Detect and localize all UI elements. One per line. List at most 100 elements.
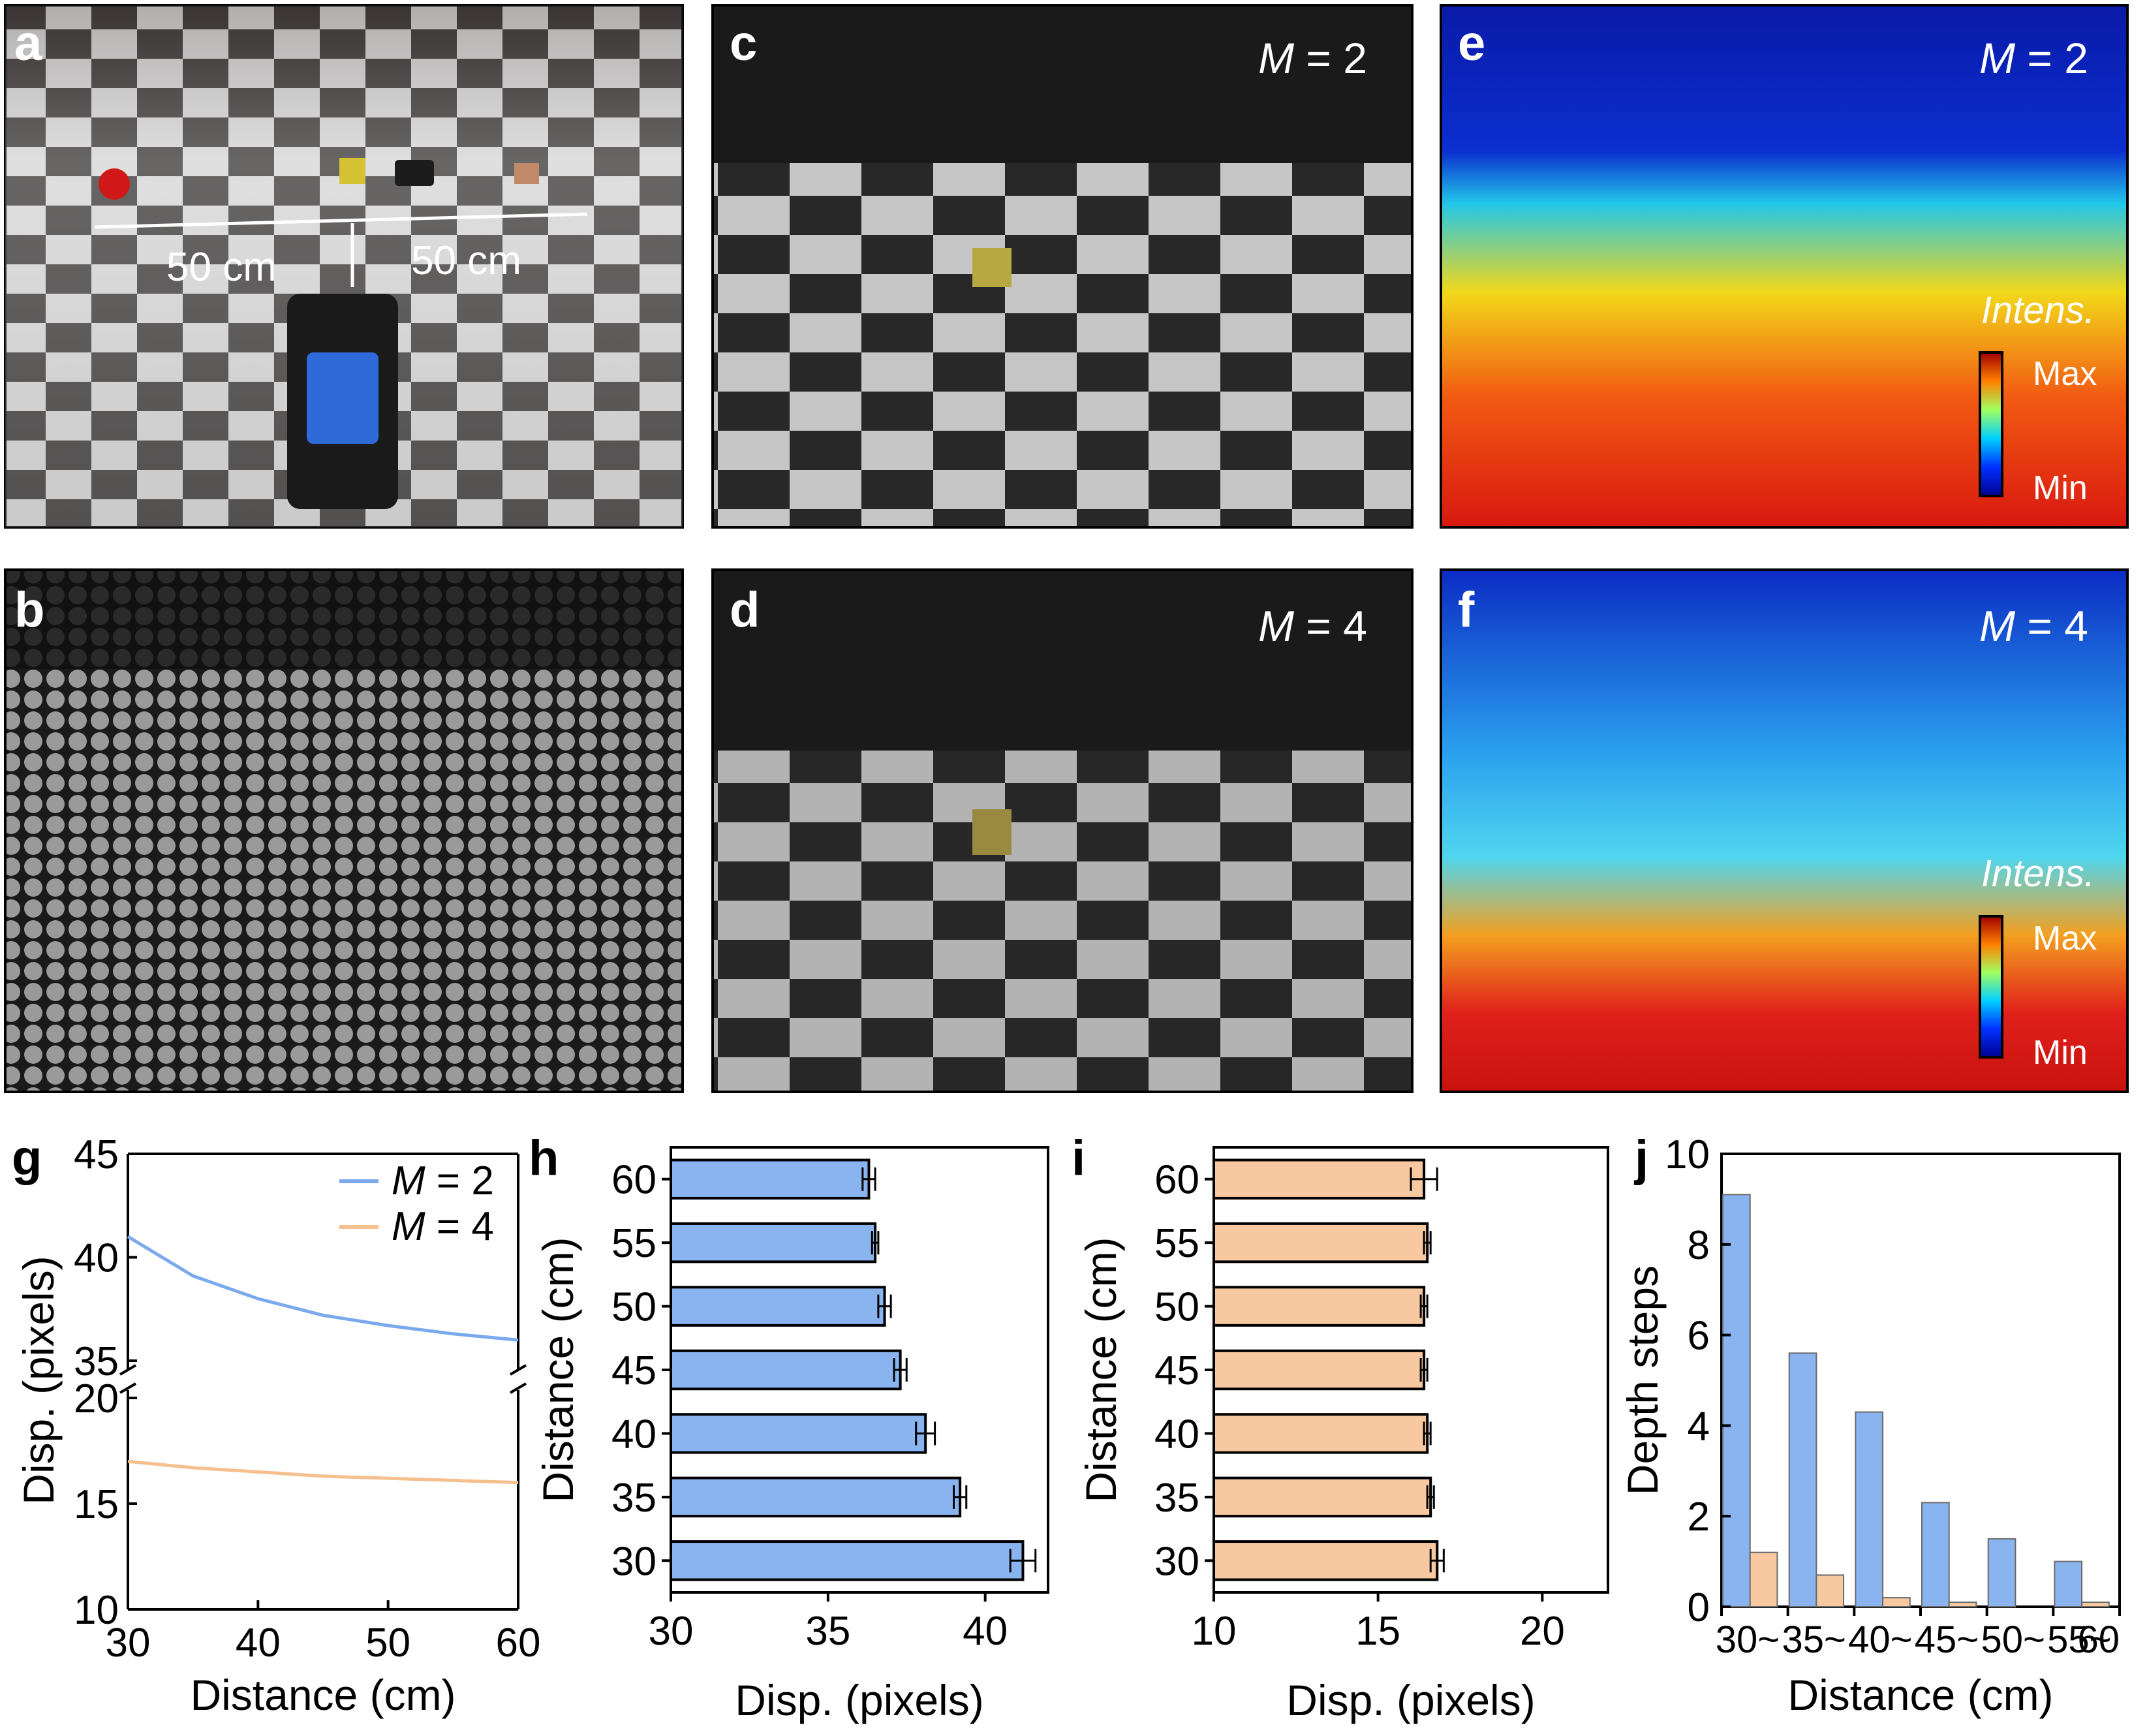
y-tick-label: 10 (1665, 1132, 1710, 1177)
small-object (514, 163, 539, 184)
x-tick-label: 35~ (1782, 1619, 1846, 1661)
x-tick-label: 40 (236, 1620, 281, 1666)
bar (1213, 1158, 1426, 1200)
x-axis-label: Disp. (pixels) (735, 1676, 983, 1724)
axis-break-mark (509, 1382, 527, 1394)
y-tick-label: 60 (611, 1158, 656, 1203)
bar (1815, 1574, 1845, 1607)
x-tick-label: 35 (805, 1609, 850, 1654)
y-tick-label: 45 (611, 1348, 656, 1393)
x-tick-label: 40 (963, 1609, 1008, 1654)
colorbar-min-e: Min (2033, 469, 2088, 507)
plot-frame (1720, 1153, 2121, 1608)
x-tick-label: 60 (2077, 1619, 2120, 1661)
y-axis-label: Disp. (pixels) (14, 1256, 63, 1504)
x-tick-label: 10 (1192, 1609, 1237, 1654)
panel-letter-a: a (14, 16, 42, 71)
camera-object (395, 160, 434, 186)
bar (670, 1540, 1025, 1581)
chart-g: g 35 40 45 10 15 20 30 40 50 60 Distance (cm) Disp. … (12, 1130, 540, 1719)
colorbar-title-f: Intens. (1981, 852, 2095, 895)
dim-label-left: 50 cm (166, 245, 277, 290)
legend-rest: = 2 (425, 1158, 494, 1203)
x-tick-label: 30~ (1716, 1619, 1780, 1661)
legend-symbol: M (392, 1204, 425, 1249)
series-line (127, 1235, 519, 1342)
colorbar-e (1979, 351, 2003, 497)
photo-b-dark-top (7, 571, 681, 669)
y-tick-label: 6 (1688, 1314, 1710, 1359)
panel-letter-f: f (1458, 582, 1475, 638)
chart-j: j 0 2 4 6 8 10 30~ 35~ 40~ 45~ 50~ 55~60 Distance (cm… (1618, 1130, 2121, 1719)
colorbar-min-f: Min (2033, 1034, 2088, 1072)
panel-letter-b: b (14, 582, 44, 638)
legend-symbol: M (392, 1158, 425, 1203)
panel-letter-j: j (1633, 1130, 1648, 1186)
bar (670, 1222, 877, 1263)
y-tick-label: 20 (74, 1376, 119, 1421)
legend-rest: = 4 (425, 1204, 494, 1249)
bar (1213, 1222, 1429, 1263)
y-tick-label: 0 (1688, 1585, 1710, 1630)
y-tick-label: 50 (611, 1285, 656, 1330)
y-tick-label: 50 (1154, 1285, 1199, 1330)
y-tick-label: 40 (74, 1236, 119, 1281)
dim-label-right: 50 cm (411, 238, 521, 283)
x-axis-label: Distance (cm) (1787, 1671, 2053, 1719)
y-tick-label: 35 (74, 1339, 119, 1384)
y-axis-label: Depth steps (1618, 1265, 1667, 1495)
panel-d: d M = 4 (711, 568, 1413, 1093)
m-label-e: M = 2 (1979, 34, 2088, 82)
bar (670, 1286, 886, 1327)
bar (1213, 1540, 1439, 1581)
x-tick-label: 50~ (1981, 1619, 2045, 1661)
colorbar-f (1979, 915, 2003, 1059)
legend-label: M = 2 (392, 1158, 494, 1203)
y-axis-label: Distance (cm) (1077, 1237, 1125, 1502)
bar (1213, 1349, 1426, 1391)
panel-letter-c: c (730, 16, 757, 71)
photo-d-cube (972, 809, 1012, 855)
axis-break-mark (119, 1382, 137, 1394)
x-tick-label: 30 (106, 1620, 151, 1666)
panel-letter-g: g (12, 1130, 42, 1186)
y-tick-label: 40 (611, 1412, 656, 1457)
photo-d-checker (714, 751, 1411, 1091)
y-tick-label: 10 (74, 1588, 119, 1633)
x-tick-label: 55~ (2047, 1619, 2111, 1661)
red-object (99, 168, 130, 200)
panel-a: a 50 cm 50 cm (4, 4, 684, 529)
x-tick-label: 15 (1355, 1609, 1400, 1654)
x-tick-label: 45~ (1915, 1619, 1979, 1661)
bar (670, 1349, 902, 1391)
y-tick-label: 45 (74, 1132, 119, 1177)
axis-break-mark (119, 1364, 137, 1376)
series-line (127, 1459, 519, 1485)
dim-arrow-horizontal (94, 212, 588, 229)
y-tick-label: 30 (611, 1539, 656, 1584)
bar (670, 1158, 871, 1200)
x-axis-label: Disp. (pixels) (1286, 1676, 1535, 1724)
bar (670, 1413, 927, 1454)
legend-label: M = 4 (392, 1204, 494, 1249)
bar (2081, 1602, 2110, 1608)
y-tick-label: 35 (1154, 1476, 1199, 1521)
x-tick-label: 60 (496, 1620, 541, 1666)
heatmap-e (1440, 4, 2129, 529)
bar (1213, 1476, 1432, 1518)
y-tick-label: 2 (1688, 1495, 1710, 1540)
bar (1882, 1597, 1911, 1608)
bar (1749, 1551, 1778, 1607)
y-tick-label: 55 (1154, 1221, 1199, 1266)
y-tick-label: 55 (611, 1221, 656, 1266)
y-tick-label: 30 (1154, 1539, 1199, 1584)
y-tick-label: 35 (611, 1476, 656, 1521)
panel-letter-h: h (529, 1130, 559, 1186)
panel-c: c M = 2 (711, 4, 1413, 529)
bar (1722, 1194, 1751, 1607)
x-tick-label: 20 (1520, 1609, 1565, 1654)
y-tick-label: 45 (1154, 1348, 1199, 1393)
y-tick-label: 15 (74, 1482, 119, 1527)
photo-c-checker (714, 163, 1411, 526)
